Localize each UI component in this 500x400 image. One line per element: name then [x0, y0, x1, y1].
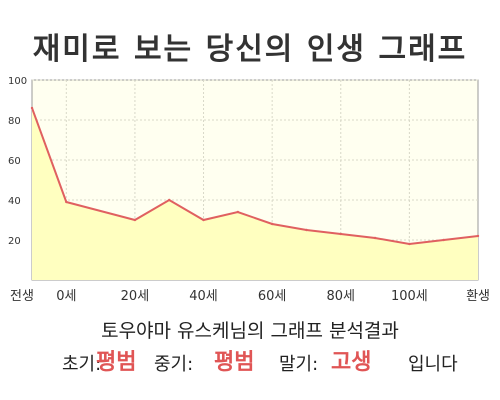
data-point [373, 236, 377, 240]
data-point [236, 210, 240, 214]
y-tick-label: 80 [8, 116, 21, 127]
data-point [202, 218, 205, 222]
page-title: 재미로 보는 당신의 인생 그래프 [32, 32, 468, 67]
early-label: 초기: [62, 354, 102, 375]
late-label: 말기: [279, 354, 319, 375]
middle-label: 중기: [154, 354, 194, 375]
x-tick-label: 80세 [327, 289, 356, 304]
grid-lines [32, 79, 478, 280]
data-point [442, 238, 445, 242]
analysis-caption: 토우야마 유스케님의 그래프 분석결과 [101, 320, 399, 342]
data-point [339, 232, 342, 236]
analysis-result: 초기: 평범 중기: 평범 말기: 고생 입니다 [0, 350, 500, 380]
middle-value: 평범 [214, 350, 255, 375]
data-point [65, 200, 68, 204]
data-point [30, 106, 34, 110]
x-tick-label: 환생 [466, 289, 490, 304]
result-suffix: 입니다 [408, 354, 458, 375]
data-points [30, 106, 480, 246]
late-value: 고생 [331, 350, 372, 375]
y-axis-ticks: 20 40 60 80 100 [8, 76, 27, 247]
x-axis-ticks: 전생 0세 20세 40세 60세 80세 100세 환생 [10, 289, 490, 304]
y-tick-label: 40 [8, 196, 21, 207]
data-point [408, 242, 411, 246]
x-tick-label: 60세 [258, 289, 287, 304]
data-point [305, 228, 308, 232]
x-tick-label: 20세 [121, 289, 150, 304]
data-point [133, 218, 137, 222]
x-tick-label: 0세 [56, 289, 76, 304]
y-tick-label: 20 [8, 236, 21, 247]
y-tick-label: 100 [8, 76, 27, 87]
y-tick-label: 60 [8, 156, 21, 167]
data-point [168, 198, 171, 202]
x-tick-label: 전생 [10, 289, 34, 304]
x-tick-label: 100세 [391, 289, 428, 304]
x-tick-label: 40세 [189, 289, 218, 304]
data-point [270, 222, 274, 226]
data-point [476, 234, 480, 238]
early-value: 평범 [96, 350, 137, 375]
